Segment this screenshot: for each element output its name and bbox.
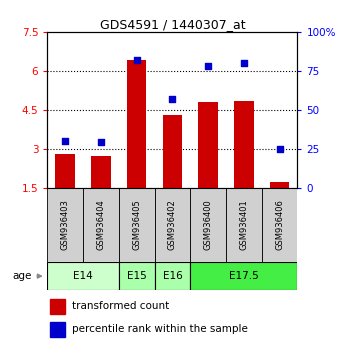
Point (170, 96, 175, 102)
Text: GSM936404: GSM936404 (96, 199, 105, 250)
Bar (226, 188, 262, 262)
Bar (83, 188, 119, 262)
Text: E16: E16 (163, 271, 182, 281)
Bar (190, 262, 297, 290)
Bar (154, 262, 190, 290)
Bar (119, 262, 154, 290)
Text: percentile rank within the sample: percentile rank within the sample (72, 324, 248, 334)
Text: age: age (13, 271, 32, 281)
Point (241, 60, 246, 66)
Text: E17.5: E17.5 (229, 271, 259, 281)
Bar (198, 102, 218, 188)
Bar (50, 299, 65, 314)
Point (277, 146, 282, 152)
Text: GSM936403: GSM936403 (61, 199, 70, 250)
Text: GSM936405: GSM936405 (132, 199, 141, 250)
Bar (47, 262, 119, 290)
Text: GSM936402: GSM936402 (168, 199, 177, 250)
Bar (190, 188, 226, 262)
Text: E14: E14 (73, 271, 93, 281)
Bar (55, 154, 75, 188)
Title: GDS4591 / 1440307_at: GDS4591 / 1440307_at (100, 18, 245, 31)
Bar (154, 188, 190, 262)
Bar (119, 188, 154, 262)
Bar (234, 101, 254, 188)
Text: GSM936401: GSM936401 (239, 199, 248, 250)
Point (206, 63, 211, 69)
Point (134, 57, 139, 63)
Bar (47, 188, 83, 262)
Bar (270, 182, 289, 188)
Text: GSM936400: GSM936400 (203, 199, 213, 250)
Text: GSM936406: GSM936406 (275, 199, 284, 250)
Point (98, 139, 104, 145)
Text: transformed count: transformed count (72, 301, 170, 312)
Bar (50, 322, 65, 337)
Point (63, 138, 68, 144)
Bar (91, 156, 111, 188)
Bar (163, 115, 182, 188)
Text: E15: E15 (127, 271, 147, 281)
Bar (127, 61, 146, 188)
Bar (262, 188, 297, 262)
